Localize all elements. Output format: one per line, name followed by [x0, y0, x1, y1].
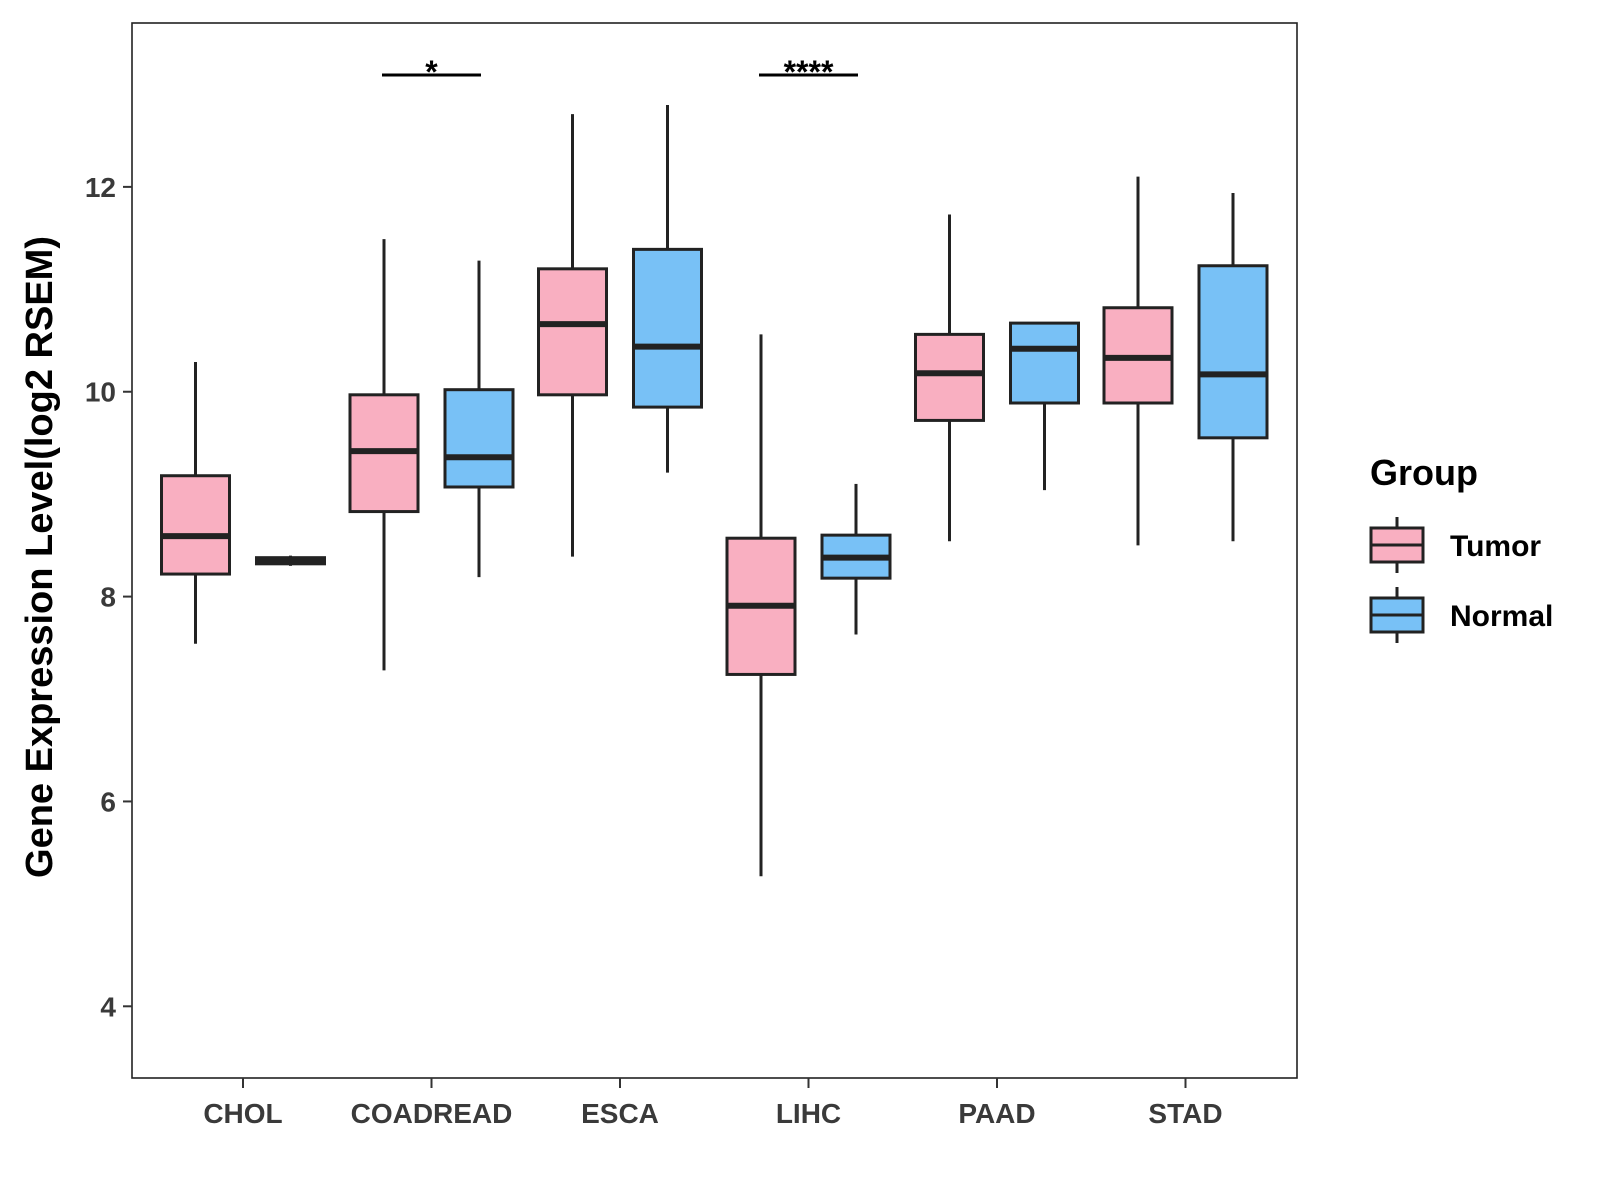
box-tumor-esca: [537, 114, 608, 557]
legend: Group Tumor Normal: [1369, 452, 1553, 643]
significance-label: *: [425, 54, 438, 90]
x-tick-label: STAD: [1148, 1098, 1222, 1129]
box-tumor-chol: [160, 362, 231, 644]
box-iqr: [1197, 264, 1269, 440]
x-tick-label: PAAD: [958, 1098, 1035, 1129]
y-axis-label: Gene Expression Level(log2 RSEM): [19, 236, 61, 878]
y-tick-label: 12: [85, 172, 116, 203]
x-tick-label: COADREAD: [351, 1098, 513, 1129]
y-tick-label: 6: [100, 786, 116, 817]
box-iqr: [160, 474, 231, 576]
box-tumor-coadread: [348, 239, 420, 671]
x-tick-label: CHOL: [203, 1098, 282, 1129]
y-tick-label: 10: [85, 377, 116, 408]
legend-items: Tumor Normal: [1369, 517, 1553, 643]
plot-panel-border: [131, 22, 1298, 1079]
box-iqr: [537, 267, 608, 397]
box-iqr: [443, 388, 515, 489]
box-normal-esca: [632, 104, 703, 473]
box-normal-stad: [1197, 193, 1269, 542]
y-tick-label: 8: [100, 582, 116, 613]
box-normal-chol: [255, 555, 326, 566]
legend-label: Tumor: [1450, 530, 1541, 563]
y-tick-label: 4: [100, 991, 116, 1022]
box-normal-coadread: [443, 260, 515, 578]
legend-item-normal: Normal: [1369, 587, 1553, 643]
legend-item-tumor: Tumor: [1369, 517, 1541, 573]
box-iqr: [632, 247, 703, 409]
x-tick-label: LIHC: [776, 1098, 841, 1129]
box-iqr: [914, 332, 985, 422]
significance-label: ****: [784, 54, 834, 90]
legend-title: Group: [1370, 452, 1478, 493]
box-iqr: [1009, 321, 1080, 405]
box-normal-paad: [1009, 321, 1080, 491]
legend-label: Normal: [1450, 600, 1553, 633]
box-tumor-paad: [914, 214, 985, 542]
x-tick-label: ESCA: [581, 1098, 659, 1129]
box-normal-lihc: [820, 483, 892, 635]
box-tumor-stad: [1102, 176, 1174, 546]
box-tumor-lihc: [725, 334, 797, 877]
